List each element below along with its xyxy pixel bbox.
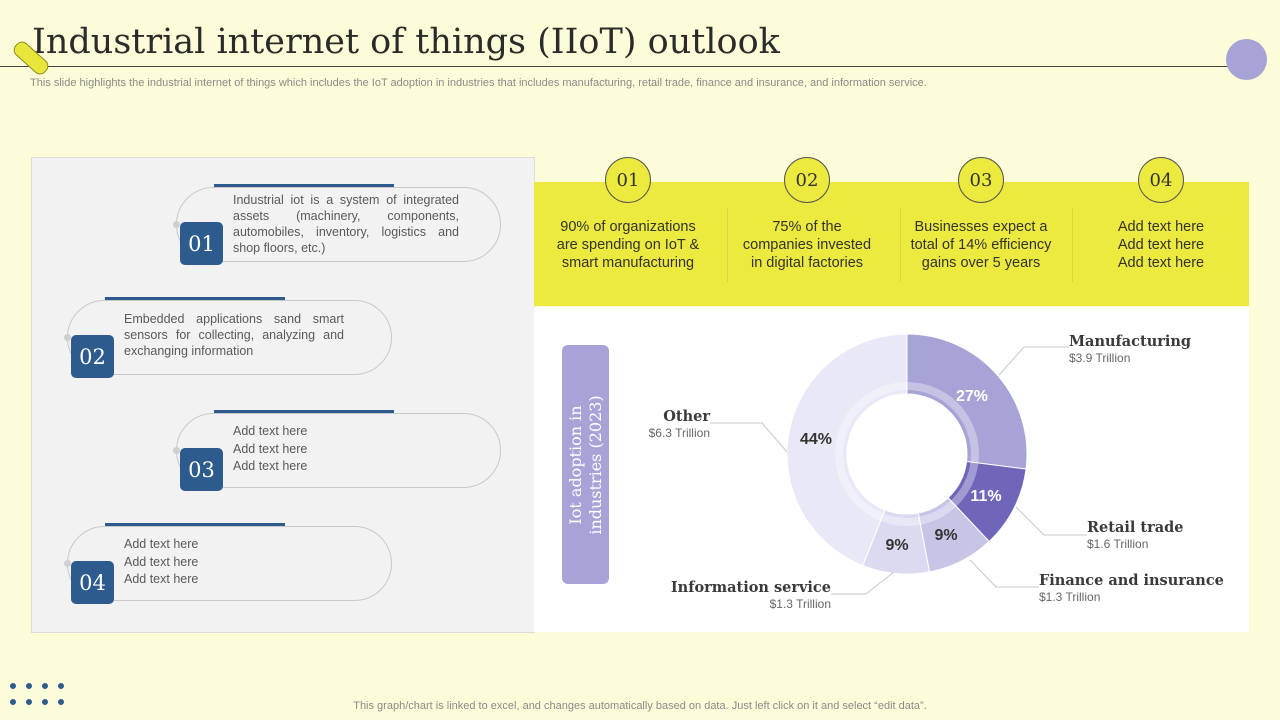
step-accent-bar [105,523,285,526]
stat-line: Add text here [1117,255,1205,271]
percent-label: 9% [885,537,908,554]
donut-hole [847,394,967,514]
step-card-02: 02 Embedded applications sand smart sens… [64,297,392,378]
leader-line [998,346,1069,376]
step-text-line: Add text here [233,441,308,456]
step-dot [64,334,71,341]
donut-inner-ring [835,382,979,526]
slide-subtitle: This slide highlights the industrial int… [30,77,927,89]
stat-line: Add text here [1117,219,1205,235]
stat-line: 90% of organizations [560,219,696,235]
slice-value-label: $6.3 Trillion [649,426,710,440]
leader-line [1015,506,1087,536]
stat-line: are spending on IoT & [556,237,700,253]
stats-band: 01 90% of organizations are spending on … [534,157,1250,306]
stat-04: 04 Add text here Add text here Add text … [1072,157,1250,306]
step-text-line: Add text here [124,554,199,569]
slide-title: Industrial internet of things (IIoT) out… [32,22,780,62]
step-text: Embedded applications sand smart sensors… [124,312,344,358]
stat-badge: 01 [605,157,651,203]
step-dot [64,560,71,567]
stat-03: 03 Businesses expect a total of 14% effi… [891,157,1071,306]
stat-badge: 03 [958,157,1004,203]
percent-label: 11% [970,488,1001,505]
step-number: 01 [180,222,223,265]
step-number: 03 [180,448,223,491]
stat-line: Add text here [1117,237,1205,253]
stat-text: 90% of organizations are spending on IoT… [539,218,717,272]
stat-line: companies invested [742,237,872,253]
steps-panel [31,157,535,633]
step-accent-bar [214,410,394,413]
stat-badge: 02 [784,157,830,203]
stat-02: 02 75% of the companies invested in digi… [718,157,896,306]
donut-chart: 27% 11% 9% 9% 44% Manufacturing$3.9 Trillion R… [649,333,1224,611]
stat-separator [900,208,901,282]
step-text-line: Add text here [233,459,308,473]
title-rule [0,66,1242,67]
slice-name-label: Other [663,408,710,425]
slice-value-label: $1.3 Trillion [770,597,831,611]
stat-line: Businesses expect a [914,219,1048,235]
slice-value-label: $1.3 Trillion [1039,590,1100,604]
percent-label: 44% [800,431,832,448]
stat-text: 75% of the companies invested in digital… [718,218,896,272]
step-text: Industrial iot is a system of integrated… [233,193,459,255]
step-text-line: Add text here [233,424,308,438]
step-accent-bar [105,297,285,300]
step-number: 04 [71,561,114,604]
stat-separator [727,208,728,282]
stat-line: smart manufacturing [561,255,695,271]
slice-value-label: $3.9 Trillion [1069,351,1130,365]
stat-line: in digital factories [750,255,864,271]
stat-01: 01 90% of organizations are spending on … [539,157,717,306]
step-text-line: Add text here [124,537,199,551]
slice-name-label: Manufacturing [1069,333,1191,350]
stat-separator [1072,208,1073,282]
step-card-01: 01 Industrial iot is a system of integra… [173,184,501,265]
step-dot [173,221,180,228]
step-number: 02 [71,335,114,378]
stat-text: Add text here Add text here Add text her… [1072,218,1250,272]
step-card-04: 04 Add text here Add text here Add text … [64,523,392,604]
step-text: Add text here Add text here Add text her… [124,536,350,589]
percent-label: 27% [956,388,988,405]
step-text-line: Add text here [124,572,199,586]
step-dot [173,447,180,454]
percent-label: 9% [934,527,957,544]
slice-value-label: $1.6 Trillion [1087,537,1148,551]
step-accent-bar [214,184,394,187]
stat-badge: 04 [1138,157,1184,203]
step-card-03: 03 Add text here Add text here Add text … [173,410,501,491]
step-text: Add text here Add text here Add text her… [233,423,459,476]
chart-title-label: Iot adoption in industries (2023) [562,345,609,584]
stat-line: total of 14% efficiency [910,237,1052,253]
circle-decoration [1226,39,1267,80]
footnote: This graph/chart is linked to excel, and… [353,700,927,712]
stat-text: Businesses expect a total of 14% efficie… [891,218,1071,272]
leader-line [831,571,895,595]
slice-name-label: Retail trade [1087,519,1184,536]
leader-line [710,422,788,453]
stat-line: 75% of the [772,219,842,235]
slice-name-label: Finance and insurance [1039,572,1224,589]
leader-line [969,559,1039,588]
stat-line: gains over 5 years [921,255,1041,271]
slice-name-label: Information service [671,579,831,596]
